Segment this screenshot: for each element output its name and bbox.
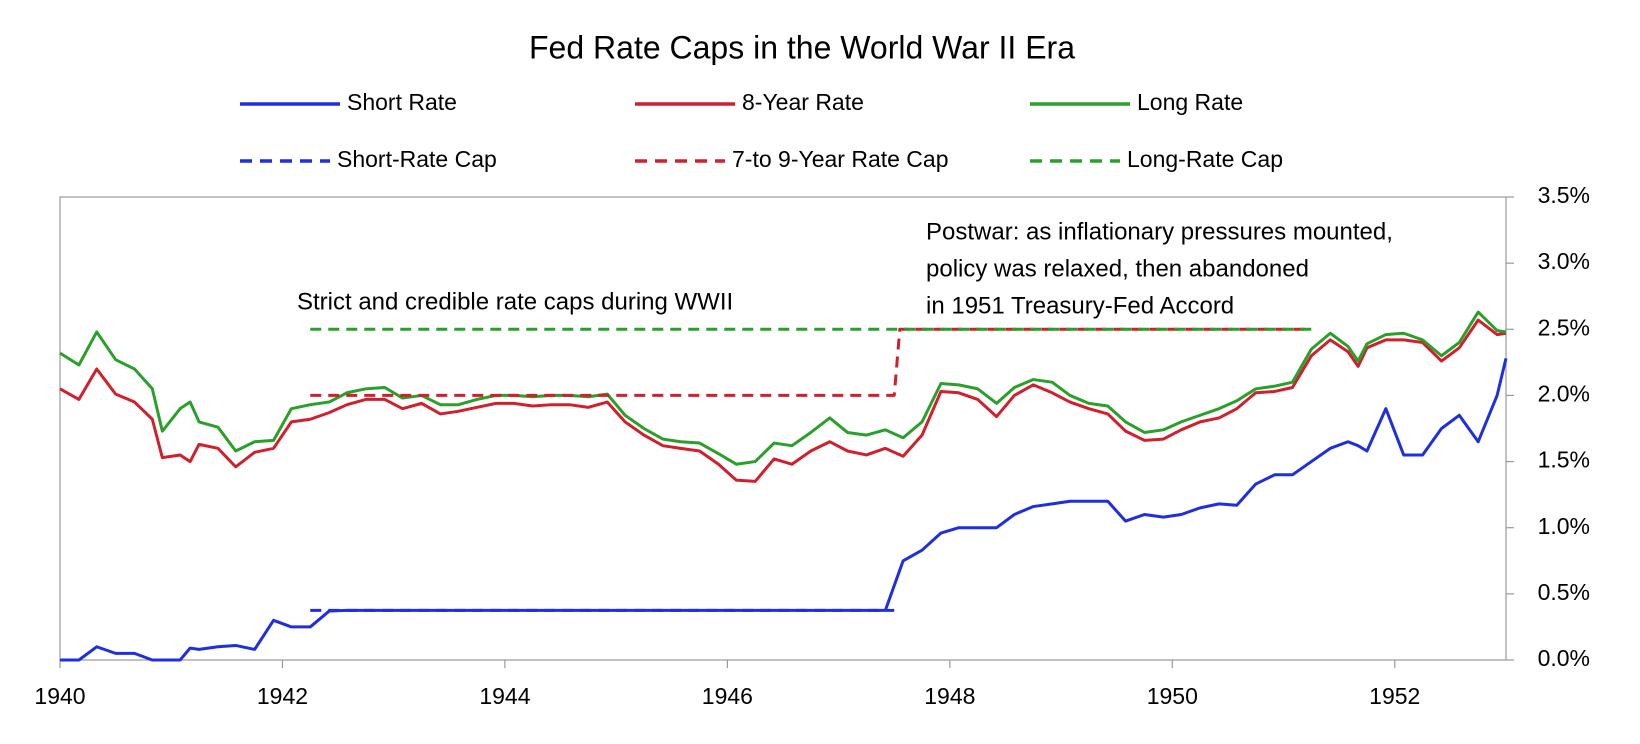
plot-frame <box>59 196 1507 661</box>
rate-line <box>60 358 1508 662</box>
legend-label: Short Rate <box>347 89 457 115</box>
y-tick-label: 2.0% <box>1538 381 1590 407</box>
x-tick-label: 1946 <box>702 683 753 709</box>
cap-line <box>310 327 1312 397</box>
legend-label: 8-Year Rate <box>742 89 864 115</box>
y-tick-label: 1.0% <box>1538 513 1590 539</box>
x-tick-label: 1940 <box>34 683 85 709</box>
y-tick-label: 3.0% <box>1538 248 1590 274</box>
legend-label: Short-Rate Cap <box>337 146 497 172</box>
y-tick-label: 3.5% <box>1538 182 1590 208</box>
annotation: Strict and credible rate caps during WWI… <box>297 288 733 315</box>
legend-label: Long Rate <box>1137 89 1243 115</box>
y-tick-label: 2.5% <box>1538 314 1590 340</box>
rate-line <box>59 310 1507 466</box>
x-tick-label: 1950 <box>1147 683 1198 709</box>
annotation: Postwar: as inflationary pressures mount… <box>926 218 1393 245</box>
chart-title: Fed Rate Caps in the World War II Era <box>529 29 1075 65</box>
legend-label: 7-to 9-Year Rate Cap <box>732 146 949 172</box>
annotation: in 1951 Treasury-Fed Accord <box>926 292 1234 319</box>
rate-line <box>59 318 1507 483</box>
y-tick-label: 0.0% <box>1538 645 1590 671</box>
x-tick-label: 1944 <box>479 683 530 709</box>
x-tick-label: 1948 <box>924 683 975 709</box>
y-tick-label: 0.5% <box>1538 579 1590 605</box>
x-tick-label: 1952 <box>1369 683 1420 709</box>
annotation: policy was relaxed, then abandoned <box>926 255 1309 282</box>
x-tick-label: 1942 <box>257 683 308 709</box>
legend-label: Long-Rate Cap <box>1127 146 1283 172</box>
y-tick-label: 1.5% <box>1538 447 1590 473</box>
